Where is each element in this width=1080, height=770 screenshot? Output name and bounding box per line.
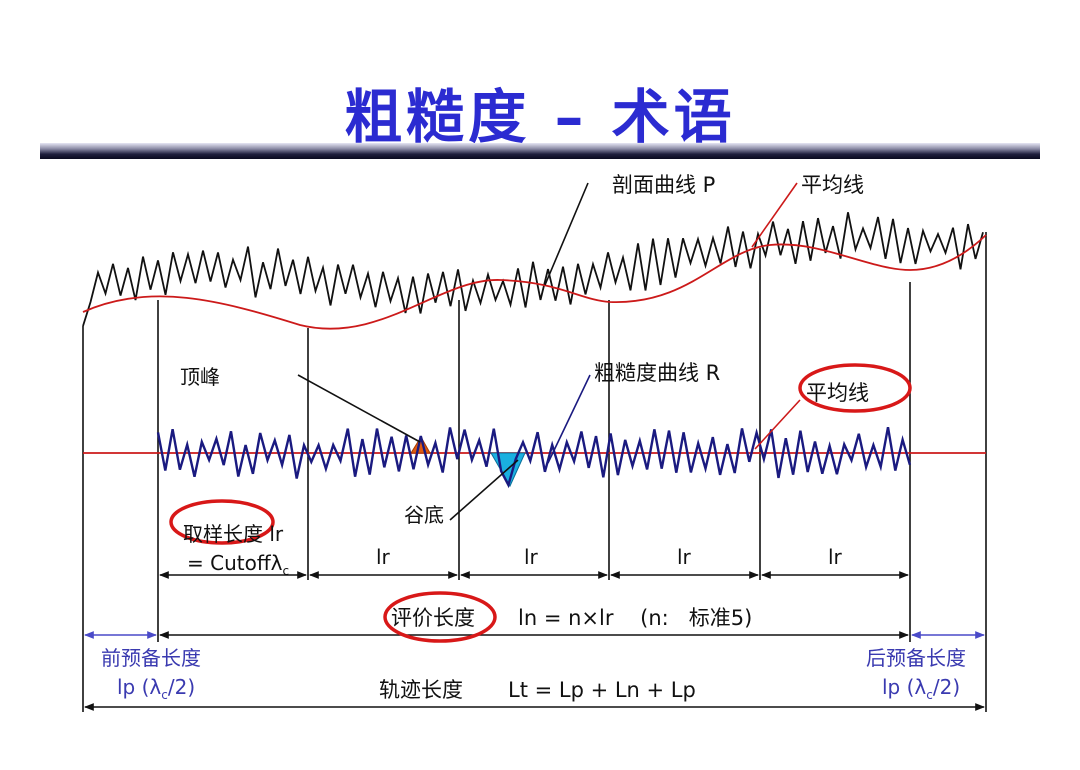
label-mean-line-top: 平均线 — [801, 173, 864, 197]
label-mean-line-bottom: 平均线 — [806, 381, 869, 405]
label-traverse-length: 轨迹长度 — [379, 678, 463, 702]
label-post-length: 后预备长度 — [866, 646, 966, 670]
ellipse-mean-line — [798, 363, 912, 413]
label-pre-formula: lp (λc/2) — [117, 675, 195, 702]
slide-title: 粗糙度 – 术语 — [344, 83, 736, 151]
label-evaluation-formula: ln = n×lr (n: 标准5) — [518, 606, 752, 630]
label-traverse-formula: Lt = Lp + Ln + Lp — [508, 678, 696, 702]
label-lr-3: lr — [524, 545, 539, 569]
pointer-profile — [544, 182, 589, 286]
pointer-mean-bottom — [754, 399, 801, 450]
profile-mean-line — [82, 234, 987, 330]
pointer-mean-top — [751, 182, 798, 248]
label-evaluation-length: 评价长度 — [391, 606, 475, 630]
label-post-formula: lp (λc/2) — [882, 675, 960, 702]
dimension-arrows — [84, 571, 985, 711]
label-lr-5: lr — [828, 545, 843, 569]
ellipse-evaluation-length — [383, 591, 497, 643]
label-lr-4: lr — [677, 545, 692, 569]
profile-curve-p — [82, 212, 984, 327]
title-underline-bar — [40, 143, 1040, 159]
label-cutoff: = Cutoffλc — [187, 551, 289, 578]
label-roughness-curve: 粗糙度曲线 R — [594, 361, 720, 385]
pointer-lines — [297, 182, 801, 521]
roughness-curve-r — [156, 426, 912, 489]
label-lr-2: lr — [376, 545, 391, 569]
label-profile-curve: 剖面曲线 P — [612, 173, 715, 197]
section-boundaries — [82, 232, 987, 712]
label-sampling-length: 取样长度 lr — [183, 522, 284, 546]
pointer-roughness — [547, 374, 591, 464]
label-peak: 顶峰 — [180, 365, 220, 389]
pointer-peak — [297, 374, 421, 443]
highlight-ellipses — [169, 363, 912, 643]
label-valley: 谷底 — [404, 503, 444, 527]
pointer-valley — [449, 459, 519, 521]
ellipse-sampling-length — [169, 499, 275, 545]
label-pre-length: 前预备长度 — [101, 646, 201, 670]
